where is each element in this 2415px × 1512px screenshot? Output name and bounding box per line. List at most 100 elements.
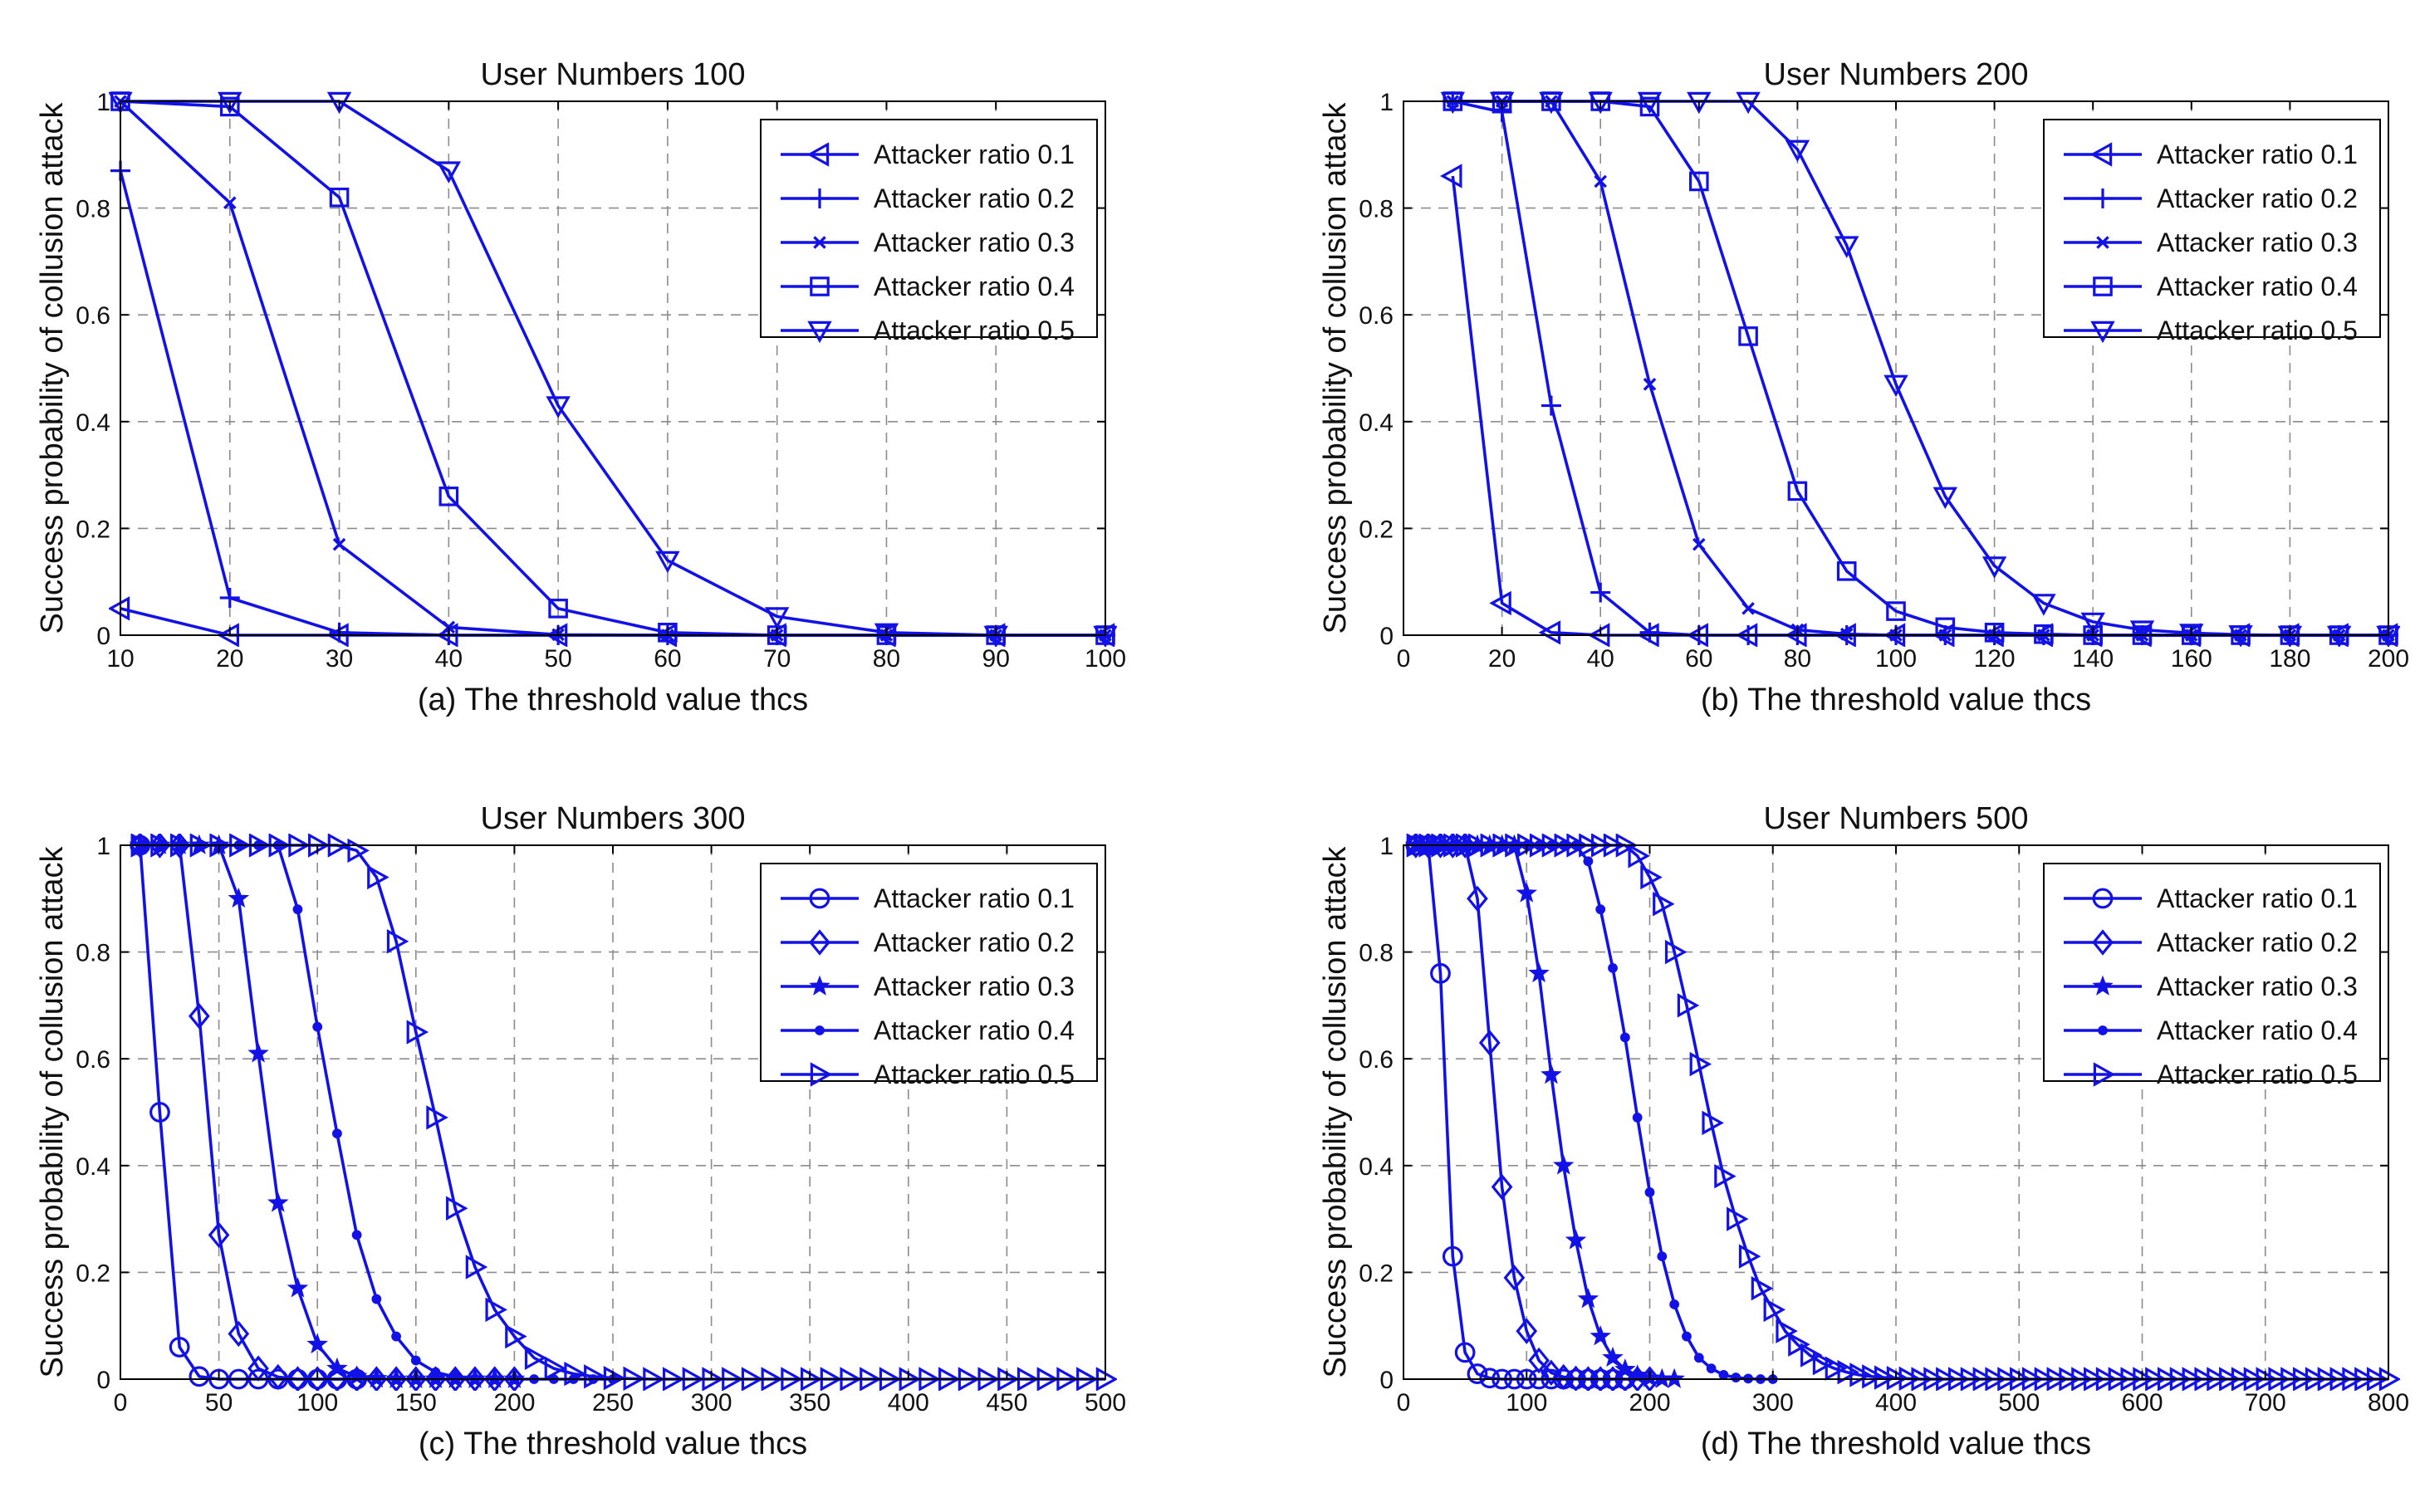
data-point xyxy=(1552,1154,1575,1175)
legend-marker xyxy=(809,975,830,996)
data-point xyxy=(1738,326,1758,346)
y-tick-label: 0.8 xyxy=(76,940,110,967)
data-point xyxy=(326,91,352,115)
y-tick-label: 0.4 xyxy=(76,409,110,437)
legend-item: Attacker ratio 0.1 xyxy=(2064,139,2358,169)
x-tick-label: 20 xyxy=(216,645,243,673)
data-point xyxy=(385,1368,407,1388)
x-tick-label: 100 xyxy=(296,1389,338,1417)
data-point xyxy=(1577,1288,1599,1309)
data-point xyxy=(1583,856,1594,867)
x-tick-label: 350 xyxy=(789,1389,830,1417)
data-point xyxy=(1834,236,1859,258)
y-tick-label: 1 xyxy=(1379,833,1394,860)
x-tick-label: 450 xyxy=(986,1389,1027,1417)
data-point xyxy=(603,1365,626,1391)
data-point xyxy=(2326,625,2352,647)
y-axis-label: Success probability of collusion attack xyxy=(35,102,70,634)
data-point xyxy=(1981,556,2007,579)
data-point xyxy=(1590,1325,1611,1346)
data-point xyxy=(1682,1331,1692,1342)
legend-label: Attacker ratio 0.4 xyxy=(2157,272,2358,301)
data-point xyxy=(1619,1032,1630,1043)
y-tick-label: 0 xyxy=(1379,1367,1394,1394)
legend-item: Attacker ratio 0.5 xyxy=(781,1059,1075,1089)
data-point xyxy=(1454,1342,1476,1363)
data-point xyxy=(1539,91,1564,115)
x-tick-label: 80 xyxy=(1784,645,1811,673)
legend-marker xyxy=(2098,1025,2108,1035)
legend-marker xyxy=(2092,888,2114,909)
data-point xyxy=(1657,1251,1668,1262)
legend: Attacker ratio 0.1 Attacker ratio 0.2 Atta… xyxy=(2043,119,2381,345)
data-point xyxy=(1884,374,1908,398)
data-point xyxy=(1787,481,1808,502)
x-tick-label: 0 xyxy=(114,1389,128,1417)
x-axis-label: (b) The threshold value thcs xyxy=(1701,683,2091,717)
x-tick-label: 200 xyxy=(493,1389,535,1417)
legend-marker xyxy=(2090,321,2115,344)
data-point xyxy=(1669,1299,1680,1309)
y-tick-label: 0.2 xyxy=(76,1260,110,1287)
data-point xyxy=(267,1191,289,1212)
data-point xyxy=(326,1357,348,1378)
data-point xyxy=(1639,622,1660,643)
y-axis-label: Success probability of collusion attack xyxy=(1318,102,1353,634)
data-point xyxy=(1440,164,1462,188)
x-tick-label: 250 xyxy=(592,1389,634,1417)
legend-marker xyxy=(807,321,832,344)
data-point xyxy=(1886,601,1906,621)
x-tick-label: 70 xyxy=(763,645,791,673)
data-point xyxy=(426,1105,448,1130)
x-tick-label: 0 xyxy=(1397,645,1411,673)
data-point xyxy=(874,623,899,646)
data-point xyxy=(1565,1229,1587,1250)
data-point xyxy=(1839,627,1854,641)
data-point xyxy=(1702,1110,1724,1136)
x-tick-label: 120 xyxy=(1974,645,2016,673)
data-point xyxy=(1714,1163,1737,1189)
data-point xyxy=(1664,939,1688,965)
x-tick-label: 90 xyxy=(982,645,1010,673)
x-tick-label: 700 xyxy=(2245,1389,2286,1417)
y-axis-label: Success probability of collusion attack xyxy=(35,846,70,1378)
legend-marker xyxy=(813,236,826,249)
chart-panel-2: 0 20 40 60 80 100 120 140 160 180 200 0 0.2 0.4 0.6 0.8… xyxy=(1318,57,2409,717)
y-tick-label: 1 xyxy=(96,89,110,116)
x-tick-label: 50 xyxy=(205,1389,233,1417)
y-tick-label: 0.4 xyxy=(1359,409,1394,437)
data-point xyxy=(1503,1265,1526,1291)
data-point xyxy=(544,1356,567,1381)
data-point xyxy=(1467,1363,1488,1384)
data-point xyxy=(436,161,462,183)
legend-label: Attacker ratio 0.1 xyxy=(874,139,1075,169)
legend: Attacker ratio 0.1 Attacker ratio 0.2 Atta… xyxy=(2043,863,2381,1089)
y-tick-label: 0.6 xyxy=(1359,1046,1394,1074)
data-point xyxy=(1467,885,1488,913)
chart-title: User Numbers 500 xyxy=(1764,801,2029,836)
data-point xyxy=(2179,624,2204,646)
data-point xyxy=(367,864,389,890)
legend-label: Attacker ratio 0.2 xyxy=(2157,183,2358,213)
data-point xyxy=(503,1366,526,1391)
data-point xyxy=(1687,91,1712,115)
chart-title: User Numbers 100 xyxy=(481,57,746,92)
data-point xyxy=(1628,844,1650,869)
legend-label: Attacker ratio 0.3 xyxy=(2157,228,2358,257)
y-tick-label: 1 xyxy=(1379,89,1394,116)
data-point xyxy=(1516,882,1538,903)
y-tick-label: 1 xyxy=(96,833,110,860)
x-tick-label: 200 xyxy=(1629,1389,1670,1417)
legend-label: Attacker ratio 0.2 xyxy=(874,183,1075,213)
data-point xyxy=(1644,1187,1655,1197)
data-point xyxy=(1874,1365,1897,1390)
y-tick-label: 0.6 xyxy=(1359,302,1394,330)
data-point xyxy=(438,487,459,506)
data-point xyxy=(2034,624,2054,644)
chart-title: User Numbers 300 xyxy=(481,801,746,836)
legend-item: Attacker ratio 0.2 xyxy=(2064,183,2358,213)
legend-label: Attacker ratio 0.2 xyxy=(2157,927,2358,957)
data-point xyxy=(410,1355,421,1366)
